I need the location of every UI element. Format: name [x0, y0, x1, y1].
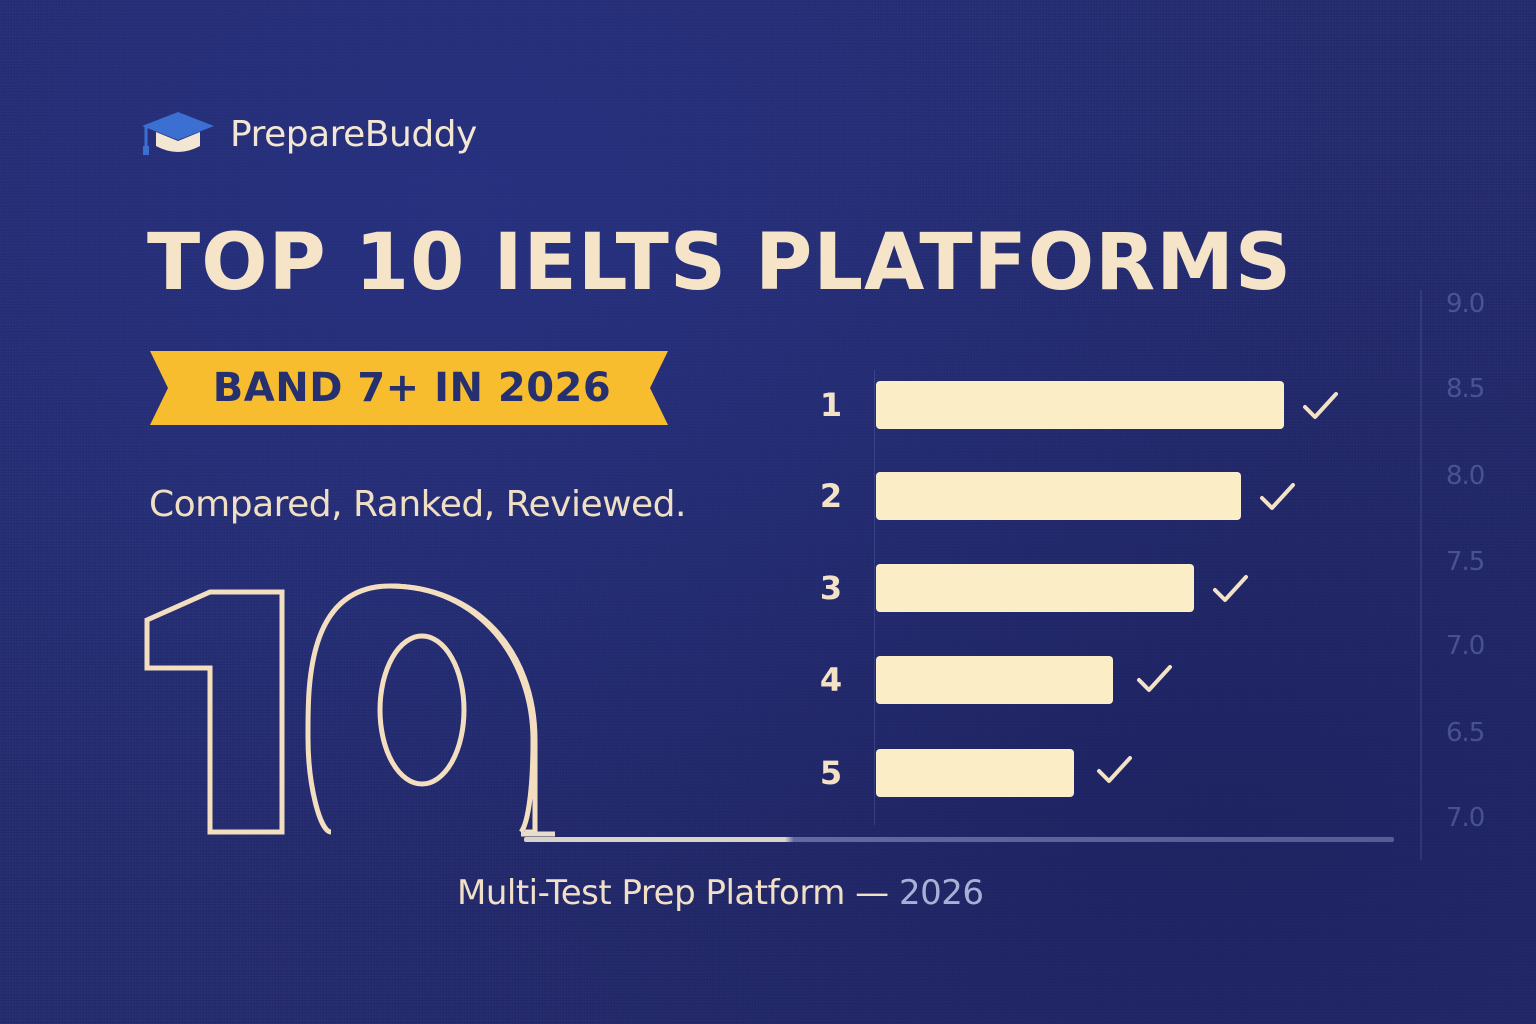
- big-number-ten-outline: [144, 583, 555, 837]
- check-icon: [1137, 665, 1172, 692]
- footer-tagline: Multi-Test Prep Platform — 2026: [457, 873, 984, 913]
- footer-text: Multi-Test Prep Platform —: [457, 873, 899, 913]
- axis-label: 8.5: [1446, 374, 1485, 404]
- bar: [876, 656, 1113, 704]
- check-icon: [1303, 392, 1338, 419]
- bar-row-3: 3: [800, 563, 1248, 613]
- bar: [876, 564, 1194, 612]
- ribbon-label: BAND 7+ IN 2026: [212, 365, 612, 411]
- bar-rank: 3: [819, 569, 843, 607]
- graduation-cap-icon: [142, 112, 214, 155]
- footer-year: 2026: [898, 873, 984, 913]
- check-icon: [1097, 756, 1132, 783]
- axis-label: 7.0: [1446, 631, 1485, 661]
- bar-rank: 2: [819, 477, 843, 515]
- subtitle: Compared, Ranked, Reviewed.: [149, 484, 686, 525]
- check-icon: [1213, 575, 1248, 602]
- bar-row-4: 4: [800, 655, 1172, 705]
- bar-rank: 5: [819, 754, 843, 792]
- chart-axis-line: [874, 370, 875, 825]
- ribbon-shape: [150, 351, 668, 425]
- bar-row-5: 5: [800, 748, 1132, 798]
- brand-name: PrepareBuddy: [230, 113, 477, 155]
- axis-label: 7.5: [1446, 547, 1485, 577]
- bar-rank: 1: [819, 386, 843, 424]
- ranking-bar-chart: 1 2 3 4 5: [800, 290, 1500, 860]
- axis-label: 7.0: [1446, 803, 1485, 833]
- ribbon-badge: BAND 7+ IN 2026: [150, 349, 668, 427]
- page-title: TOP 10 IELTS PLATFORMS: [147, 218, 1293, 308]
- check-icon: [1260, 483, 1295, 510]
- bar-row-2: 2: [800, 471, 1295, 521]
- axis-label: 6.5: [1446, 718, 1485, 748]
- axis-label: 8.0: [1446, 461, 1485, 491]
- bar: [876, 381, 1284, 429]
- bar: [876, 749, 1074, 797]
- bar-rank: 4: [819, 661, 843, 699]
- bar: [876, 472, 1241, 520]
- chart-baseline: [524, 837, 1394, 842]
- right-axis-line: [1420, 290, 1422, 860]
- brand-logo: PrepareBuddy: [140, 106, 477, 162]
- bar-row-1: 1: [800, 380, 1338, 430]
- axis-label: 9.0: [1446, 289, 1485, 319]
